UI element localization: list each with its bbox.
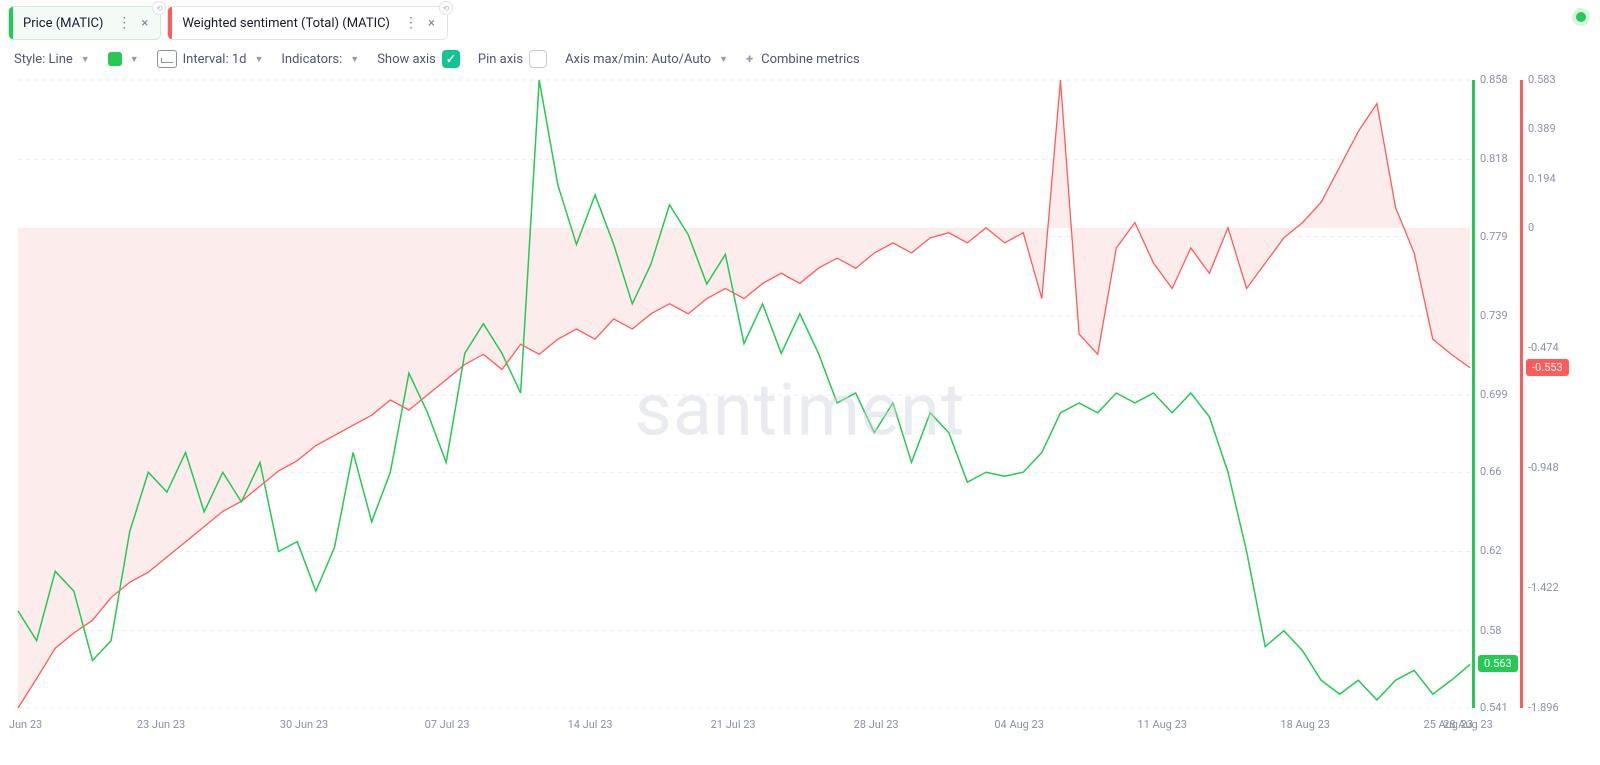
style-selector[interactable]: Style: Line ▼: [14, 52, 90, 67]
tab-color-bar: [168, 7, 172, 39]
svg-text:14 Jul 23: 14 Jul 23: [568, 718, 613, 731]
chevron-down-icon: ▼: [719, 54, 728, 65]
svg-text:07 Jul 23: 07 Jul 23: [425, 718, 470, 731]
checkbox-on-icon: ✓: [442, 50, 460, 68]
color-swatch: [108, 52, 122, 66]
chevron-down-icon: ▼: [254, 54, 263, 65]
svg-text:16 Jun 23: 16 Jun 23: [8, 718, 42, 731]
tab-label: Price (MATIC): [23, 16, 103, 31]
tab-sentiment[interactable]: Weighted sentiment (Total) (MATIC) ⋮ × ⟲: [167, 6, 448, 40]
svg-text:18 Aug 23: 18 Aug 23: [1280, 718, 1330, 731]
chevron-down-icon: ▼: [81, 54, 90, 65]
tab-price[interactable]: Price (MATIC) ⋮ × ⟲: [8, 6, 161, 40]
candle-icon: [157, 50, 177, 68]
axis-range-selector[interactable]: Axis max/min: Auto/Auto ▼: [565, 52, 728, 67]
svg-text:23 Jun 23: 23 Jun 23: [137, 718, 185, 731]
combine-metrics-button[interactable]: + Combine metrics: [746, 52, 860, 67]
status-indicator: [1576, 12, 1586, 22]
show-axis-toggle[interactable]: Show axis ✓: [377, 50, 460, 68]
svg-text:04 Aug 23: 04 Aug 23: [994, 718, 1044, 731]
color-selector[interactable]: ▼: [108, 52, 139, 66]
tab-color-bar: [9, 7, 13, 39]
close-icon[interactable]: ×: [137, 16, 152, 31]
tab-menu-icon[interactable]: ⋮: [111, 15, 137, 31]
chart-svg: 16 Jun 23 23 Jun 23 30 Jun 23 07 Jul 23 14 J…: [8, 76, 1592, 744]
metric-tabs: Price (MATIC) ⋮ × ⟲ Weighted sentiment (…: [0, 0, 1600, 40]
tab-menu-icon[interactable]: ⋮: [398, 15, 424, 31]
svg-text:28 Aug 23: 28 Aug 23: [1443, 718, 1493, 731]
svg-text:21 Jul 23: 21 Jul 23: [711, 718, 756, 731]
interval-selector[interactable]: Interval: 1d ▼: [157, 50, 264, 68]
indicators-selector[interactable]: Indicators: ▼: [281, 52, 359, 67]
checkbox-off-icon: [529, 50, 547, 68]
link-icon: ⟲: [439, 1, 453, 15]
chart-toolbar: Style: Line ▼ ▼ Interval: 1d ▼ Indicator…: [0, 40, 1600, 76]
link-icon: ⟲: [152, 1, 166, 15]
tab-label: Weighted sentiment (Total) (MATIC): [182, 16, 390, 31]
plus-icon: +: [746, 52, 753, 67]
pin-axis-toggle[interactable]: Pin axis: [478, 50, 547, 68]
svg-text:11 Aug 23: 11 Aug 23: [1137, 718, 1187, 731]
svg-text:30 Jun 23: 30 Jun 23: [280, 718, 328, 731]
chart-area[interactable]: 16 Jun 23 23 Jun 23 30 Jun 23 07 Jul 23 14 J…: [8, 76, 1592, 744]
close-icon[interactable]: ×: [424, 16, 439, 31]
chevron-down-icon: ▼: [130, 54, 139, 65]
svg-text:28 Jul 23: 28 Jul 23: [854, 718, 899, 731]
chevron-down-icon: ▼: [350, 54, 359, 65]
